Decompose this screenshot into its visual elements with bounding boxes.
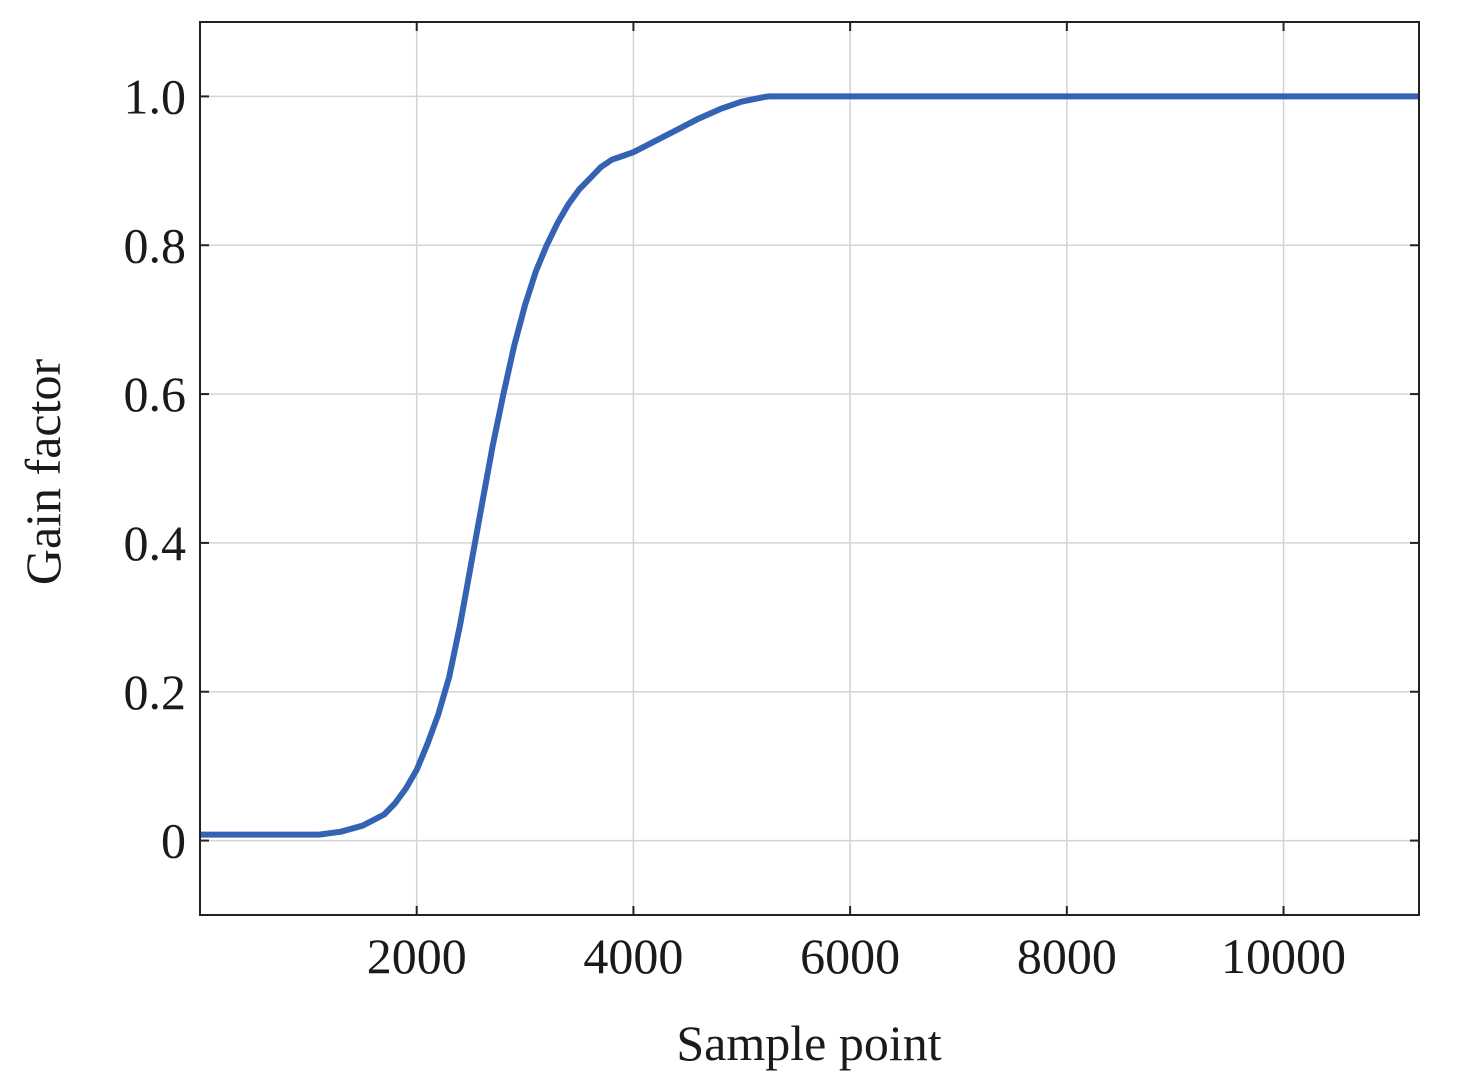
x-tick-label: 6000 — [800, 928, 900, 984]
x-tick-label: 2000 — [367, 928, 467, 984]
y-axis-title: Gain factor — [15, 359, 71, 586]
x-tick-labels: 2000 4000 6000 8000 10000 — [367, 928, 1346, 984]
series-group — [200, 93, 1419, 838]
y-tick-labels: 0 0.2 0.4 0.6 0.8 1.0 — [124, 68, 187, 868]
y-tick-label: 0.6 — [124, 366, 187, 422]
x-tick-label: 4000 — [583, 928, 683, 984]
x-tick-label: 8000 — [1017, 928, 1117, 984]
tick-marks — [200, 22, 1419, 915]
y-tick-label: 0.8 — [124, 217, 187, 273]
series-line — [200, 93, 1419, 838]
y-tick-label: 0.4 — [124, 515, 187, 571]
x-tick-label: 10000 — [1221, 928, 1346, 984]
x-axis-title: Sample point — [676, 1015, 941, 1071]
plot-frame — [199, 21, 1420, 916]
y-tick-label: 0 — [161, 813, 186, 869]
y-tick-label: 1.0 — [124, 68, 187, 124]
y-tick-label: 0.2 — [124, 664, 187, 720]
grid-lines — [200, 22, 1419, 915]
